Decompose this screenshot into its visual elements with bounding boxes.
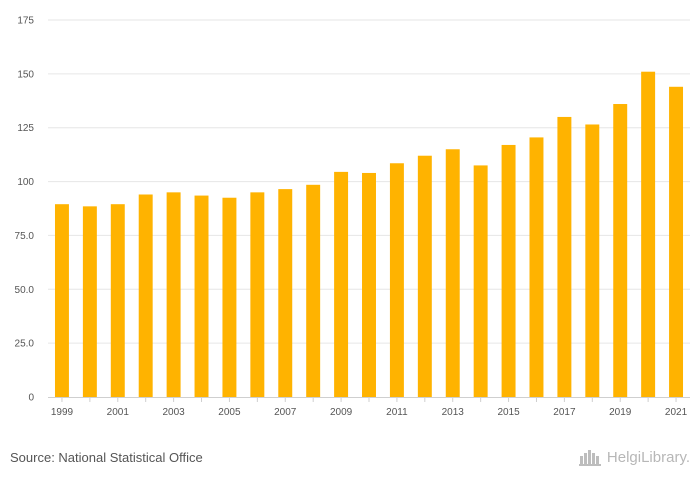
- bar-2006: [250, 192, 265, 397]
- bar-2011: [389, 163, 404, 397]
- x-tick-label: 2005: [218, 407, 241, 418]
- bar-2008: [306, 184, 321, 397]
- y-tick-label: 50.0: [15, 285, 35, 296]
- bar-2004: [194, 195, 209, 397]
- bar-2015: [501, 144, 516, 397]
- x-tick-label: 2001: [107, 407, 130, 418]
- x-tick-label: 2003: [162, 407, 185, 418]
- y-tick-label: 175: [17, 16, 34, 27]
- bar-2018: [585, 124, 600, 398]
- helgi-library-logo: HelgiLibrary.: [578, 448, 690, 466]
- y-tick-label: 150: [17, 69, 34, 80]
- bar-chart: 0 25.0 50.0 75.0 100 125 150 175 1999 2001 2003 200…: [15, 16, 690, 419]
- x-tick-label: 2007: [274, 407, 297, 418]
- y-tick-label: 0: [28, 393, 34, 404]
- tick-labels: 0 25.0 50.0 75.0 100 125 150 175 1999 2001 2003 200…: [15, 16, 688, 419]
- building-icon: [578, 450, 601, 466]
- x-tick-label: 2017: [553, 407, 576, 418]
- bar-1999: [54, 204, 69, 397]
- bar-2019: [613, 104, 628, 397]
- y-tick-label: 125: [17, 123, 34, 134]
- axes: [48, 397, 690, 402]
- x-tick-label: 2015: [497, 407, 520, 418]
- bar-2001: [110, 204, 125, 397]
- bar-2021: [669, 86, 684, 397]
- bar-2003: [166, 192, 181, 397]
- bar-2012: [417, 155, 432, 397]
- y-tick-label: 75.0: [15, 231, 35, 242]
- bar-2000: [82, 206, 97, 397]
- bar-2010: [362, 172, 376, 397]
- bar-2016: [529, 137, 544, 397]
- bar-2017: [557, 116, 572, 397]
- logo-text: HelgiLibrary.: [606, 448, 690, 466]
- source-note: Source: National Statistical Office: [10, 450, 203, 465]
- bar-2020: [641, 71, 656, 398]
- x-tick-label: 2019: [609, 407, 632, 418]
- y-tick-label: 100: [17, 177, 34, 188]
- x-tick-label: 2011: [386, 407, 408, 418]
- bar-2009: [334, 171, 349, 397]
- bar-2013: [445, 149, 460, 397]
- bar-2002: [138, 194, 153, 397]
- bar-2005: [222, 197, 237, 397]
- x-tick-label: 2009: [330, 407, 353, 418]
- bar-2014: [473, 165, 488, 397]
- x-tick-label: 2021: [665, 407, 688, 418]
- bars: [54, 71, 684, 398]
- y-tick-label: 25.0: [15, 339, 35, 350]
- bar-2007: [278, 189, 293, 397]
- x-tick-label: 2013: [442, 407, 465, 418]
- x-tick-label: 1999: [51, 407, 74, 418]
